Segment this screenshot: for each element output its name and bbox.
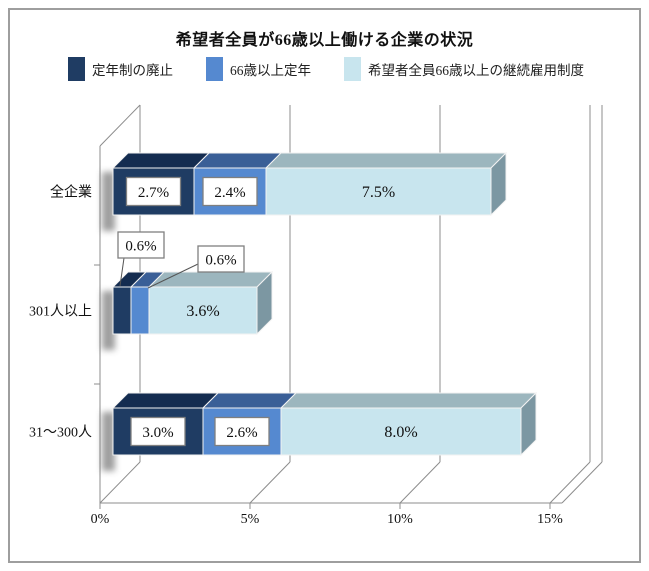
callout-leader [119,257,125,287]
data-label: 2.7% [138,185,169,201]
bar-segment-r1-s2 [148,286,258,335]
bar-top-face-r2-s2 [279,392,538,409]
bar-top-face-r0-s2 [264,152,508,169]
data-label: 2.6% [226,425,257,441]
bar-top-face-r1-s2 [147,271,274,288]
bar-segment-r2-s2 [280,407,522,456]
callout-leader [147,263,199,289]
bar-top-face-r2-s0 [111,392,220,409]
callout-label: 0.6% [125,239,156,255]
bar-segment-r1-s0 [112,286,132,335]
legend-swatch-blue [206,57,223,81]
bar-top-face-r0-s0 [111,152,211,169]
legend-swatch-navy [68,57,85,81]
callout-label: 0.6% [205,253,236,269]
bar-segment-r1-s1 [130,286,150,335]
legend: 定年制の廃止 66歳以上定年 希望者全員66歳以上の継続雇用制度 [68,57,584,81]
chart-title: 希望者全員が66歳以上働ける企業の状況 [175,32,474,49]
data-label: 8.0% [384,424,417,441]
data-label-box [130,416,186,447]
floor-diagonal [249,461,291,504]
category-label: 301人以上 [29,304,92,320]
data-label: 7.5% [362,184,395,201]
wall-top-diagonal [99,104,141,147]
floor-diagonal [99,461,141,504]
x-tick-label: 10% [387,512,413,527]
floor-diagonal [399,461,441,504]
floor-diagonal [549,461,591,504]
bar-shadow [102,412,115,471]
data-label: 3.0% [142,425,173,441]
data-label: 3.6% [186,303,219,320]
bar-shadow [102,172,115,231]
data-label-box [214,416,270,447]
legend-label-series1: 定年制の廃止 [92,63,173,78]
category-label: 全企業 [50,184,92,201]
legend-label-series2: 66歳以上定年 [230,63,311,78]
legend-item-series1: 定年制の廃止 [68,57,173,81]
legend-item-series2: 66歳以上定年 [206,57,311,81]
legend-item-series3: 希望者全員66歳以上の継続雇用制度 [344,57,584,81]
x-tick-label: 15% [537,512,563,527]
legend-swatch-lightblue [344,57,361,81]
x-tick-label: 0% [91,512,110,527]
x-tick-label: 5% [241,512,260,527]
category-label: 31〜300人 [29,425,92,441]
data-label-box [125,176,182,207]
legend-label-series3: 希望者全員66歳以上の継続雇用制度 [368,63,584,78]
bar-shadow [102,291,115,350]
bar-top-face-r2-s1 [201,392,298,409]
floor-right-diagonal [561,461,603,504]
callout-box [197,245,245,273]
data-label: 2.4% [214,185,245,201]
data-label-box [202,176,258,207]
bar-segment-r0-s2 [265,167,492,216]
callout-box [117,231,165,259]
